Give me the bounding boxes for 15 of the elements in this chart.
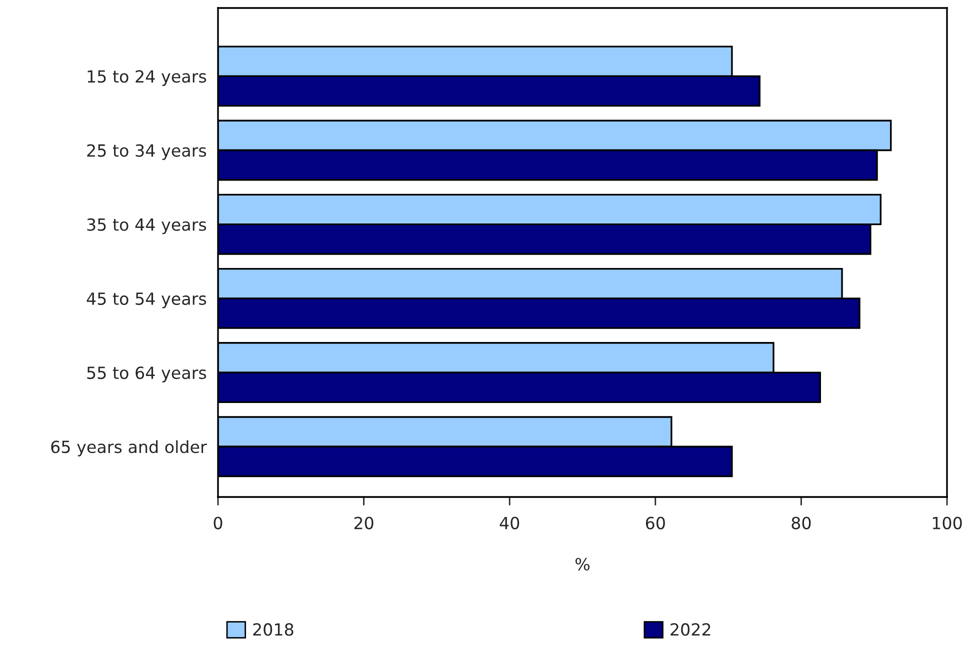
x-tick-label: 40	[500, 516, 520, 530]
y-tick-label: 35 to 44 years	[87, 218, 206, 234]
y-tick-label: 55 to 64 years	[87, 366, 206, 382]
y-tick-label: 25 to 34 years	[87, 144, 206, 160]
y-tick-label: 65 years and older	[51, 440, 207, 456]
x-axis-title: %	[576, 558, 590, 570]
x-tick-label: 0	[214, 516, 222, 530]
x-tick-label: 80	[792, 516, 811, 530]
y-tick-label: 15 to 24 years	[88, 70, 206, 86]
y-tick-label: 45 to 54 years	[86, 292, 206, 308]
x-tick-label: 20	[354, 516, 374, 530]
legend-label: 2022	[670, 623, 710, 636]
x-tick-label: 100	[932, 516, 962, 530]
x-tick-label: 60	[646, 516, 665, 530]
legend-label: 2018	[253, 623, 294, 636]
